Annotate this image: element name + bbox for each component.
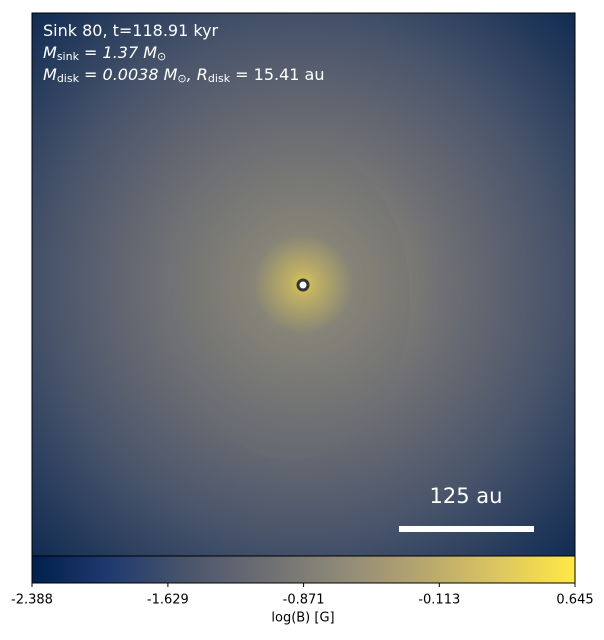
annotation-text: Sink 80, t=118.91 kyr: [43, 21, 219, 40]
scale-bar: [399, 526, 534, 532]
scale-bar-label: 125 au: [430, 484, 503, 508]
structure: [170, 140, 410, 460]
tick-label: -2.388: [11, 593, 53, 608]
annotation: Sink 80, t=118.91 kyr: [43, 21, 219, 40]
colorbar-label: log(B) [G]: [271, 611, 334, 626]
annotation-text: M: [43, 43, 57, 62]
annotation-text: = 1.37 M: [79, 43, 157, 62]
sink-marker: [296, 278, 310, 292]
annotation-text: , R: [187, 65, 208, 84]
tick-label: -0.113: [418, 593, 460, 608]
annotation-text: = 0.0038 M: [79, 65, 178, 84]
field-overlay: [170, 140, 410, 460]
annotation-subscript: disk: [208, 72, 231, 85]
annotation-subscript: disk: [57, 72, 80, 85]
annotation: Msink​ = 1.37 M⊙​: [43, 43, 166, 64]
annotation: Mdisk​ = 0.0038 M⊙​, Rdisk​ = 15.41 au: [43, 65, 324, 86]
colorbar: [31, 555, 576, 584]
annotation-subscript: sink: [57, 50, 80, 63]
tick-label: 0.645: [556, 593, 593, 608]
annotation-text: M: [43, 65, 57, 84]
tick-label: -1.629: [147, 593, 189, 608]
annotation-subscript: ⊙: [157, 50, 166, 63]
annotation-subscript: ⊙: [177, 72, 186, 85]
tick-label: -0.871: [283, 593, 325, 608]
annotation-text: = 15.41 au: [230, 65, 324, 84]
